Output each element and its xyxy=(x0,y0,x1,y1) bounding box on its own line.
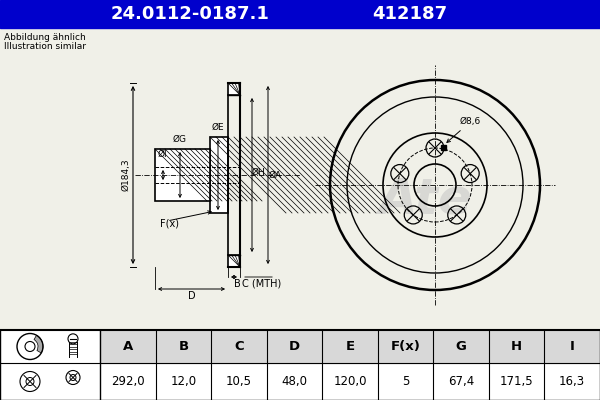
Text: H: H xyxy=(511,340,522,353)
Text: B: B xyxy=(234,279,241,289)
Text: B: B xyxy=(178,340,188,353)
Bar xyxy=(228,83,240,95)
Bar xyxy=(100,330,600,363)
Text: 412187: 412187 xyxy=(373,5,448,23)
Text: 120,0: 120,0 xyxy=(333,375,367,388)
Bar xyxy=(0,28,600,330)
Text: 292,0: 292,0 xyxy=(111,375,145,388)
Text: 24.0112-0187.1: 24.0112-0187.1 xyxy=(110,5,269,23)
Text: 48,0: 48,0 xyxy=(281,375,307,388)
Text: I: I xyxy=(570,340,575,353)
Text: ØE: ØE xyxy=(212,123,224,132)
Text: F(x): F(x) xyxy=(160,218,179,228)
Wedge shape xyxy=(34,335,43,353)
Bar xyxy=(0,330,600,400)
Text: 10,5: 10,5 xyxy=(226,375,252,388)
Text: G: G xyxy=(455,340,467,353)
Text: C: C xyxy=(234,340,244,353)
Text: ØH: ØH xyxy=(252,168,266,176)
Bar xyxy=(210,137,228,213)
Bar xyxy=(228,255,240,267)
Text: 171,5: 171,5 xyxy=(500,375,533,388)
Bar xyxy=(0,0,600,28)
Text: Abbildung ähnlich: Abbildung ähnlich xyxy=(4,33,86,42)
Text: ØG: ØG xyxy=(173,135,187,144)
Bar xyxy=(155,149,210,201)
Text: ØI: ØI xyxy=(157,150,167,159)
Text: D: D xyxy=(289,340,300,353)
Text: E: E xyxy=(346,340,355,353)
Text: 67,4: 67,4 xyxy=(448,375,474,388)
Text: 16,3: 16,3 xyxy=(559,375,585,388)
Text: A: A xyxy=(122,340,133,353)
Text: F(x): F(x) xyxy=(391,340,421,353)
Text: D: D xyxy=(188,291,196,301)
Text: 12,0: 12,0 xyxy=(170,375,196,388)
Text: Ø8,6: Ø8,6 xyxy=(447,117,481,142)
Text: Illustration similar: Illustration similar xyxy=(4,42,86,51)
Text: Ø184,3: Ø184,3 xyxy=(122,159,131,191)
Text: Ate: Ate xyxy=(378,176,472,224)
Bar xyxy=(441,145,446,150)
Text: C (MTH): C (MTH) xyxy=(242,279,281,289)
Text: ØA: ØA xyxy=(269,170,282,180)
Text: 5: 5 xyxy=(402,375,409,388)
